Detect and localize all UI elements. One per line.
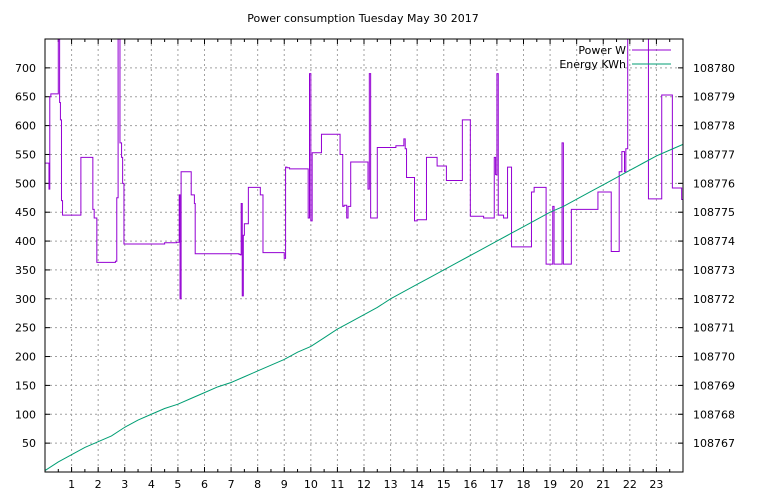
y-tick-label: 650 bbox=[15, 91, 36, 104]
y2-tick-label: 108770 bbox=[693, 351, 735, 364]
y2-tick-label: 108769 bbox=[693, 379, 735, 392]
legend-label-power: Power W bbox=[578, 44, 626, 57]
x-tick-label: 2 bbox=[95, 478, 102, 491]
y-tick-label: 200 bbox=[15, 351, 36, 364]
x-tick-label: 5 bbox=[174, 478, 181, 491]
x-tick-label: 1 bbox=[68, 478, 75, 491]
y2-tick-label: 108771 bbox=[693, 322, 735, 335]
y-tick-label: 700 bbox=[15, 62, 36, 75]
x-tick-label: 4 bbox=[148, 478, 155, 491]
x-tick-label: 10 bbox=[304, 478, 318, 491]
series-lines bbox=[44, 38, 684, 471]
y-tick-label: 550 bbox=[15, 148, 36, 161]
x-tick-label: 22 bbox=[623, 478, 637, 491]
y2-tick-label: 108768 bbox=[693, 408, 735, 421]
y-tick-label: 100 bbox=[15, 408, 36, 421]
y-tick-label: 150 bbox=[15, 379, 36, 392]
x-tick-label: 18 bbox=[517, 478, 531, 491]
x-tick-label: 20 bbox=[570, 478, 584, 491]
x-tick-label: 16 bbox=[463, 478, 477, 491]
chart-title: Power consumption Tuesday May 30 2017 bbox=[247, 12, 478, 25]
y2-tick-label: 108773 bbox=[693, 264, 735, 277]
x-tick-label: 3 bbox=[121, 478, 128, 491]
x-tick-label: 11 bbox=[330, 478, 344, 491]
y2-tick-label: 108779 bbox=[693, 91, 735, 104]
power-series-line bbox=[45, 38, 683, 300]
y2-tick-label: 108774 bbox=[693, 235, 735, 248]
x-tick-label: 15 bbox=[437, 478, 451, 491]
y-tick-label: 450 bbox=[15, 206, 36, 219]
x-tick-label: 14 bbox=[410, 478, 424, 491]
legend-label-energy: Energy KWh bbox=[559, 58, 626, 71]
x-tick-label: 12 bbox=[357, 478, 371, 491]
y-tick-label: 600 bbox=[15, 120, 36, 133]
x-tick-label: 19 bbox=[543, 478, 557, 491]
x-tick-label: 8 bbox=[254, 478, 261, 491]
x-tick-label: 17 bbox=[490, 478, 504, 491]
y2-tick-label: 108777 bbox=[693, 148, 735, 161]
y-tick-label: 300 bbox=[15, 293, 36, 306]
x-tick-label: 13 bbox=[384, 478, 398, 491]
energy-series-line bbox=[44, 143, 684, 471]
y2-tick-label: 108772 bbox=[693, 293, 735, 306]
y-tick-label: 350 bbox=[15, 264, 36, 277]
x-tick-label: 7 bbox=[228, 478, 235, 491]
y2-tick-label: 108776 bbox=[693, 177, 735, 190]
plot-frame bbox=[44, 38, 684, 473]
y2-tick-label: 108780 bbox=[693, 62, 735, 75]
y2-tick-label: 108775 bbox=[693, 206, 735, 219]
x-tick-label: 6 bbox=[201, 478, 208, 491]
grid-lines bbox=[45, 39, 683, 472]
y-tick-label: 50 bbox=[22, 437, 36, 450]
y-tick-label: 250 bbox=[15, 322, 36, 335]
y-tick-label: 500 bbox=[15, 177, 36, 190]
x-tick-label: 21 bbox=[596, 478, 610, 491]
y-tick-label: 400 bbox=[15, 235, 36, 248]
y2-tick-label: 108767 bbox=[693, 437, 735, 450]
legend: Power W Energy KWh bbox=[559, 44, 671, 71]
x-tick-label: 23 bbox=[649, 478, 663, 491]
y2-tick-label: 108778 bbox=[693, 120, 735, 133]
axes: 1 2 3 4 5 6 7 8 9 10 11 12 13 14 15 16 17 18 19 20 21 22 23501… bbox=[15, 39, 735, 491]
x-tick-label: 9 bbox=[281, 478, 288, 491]
